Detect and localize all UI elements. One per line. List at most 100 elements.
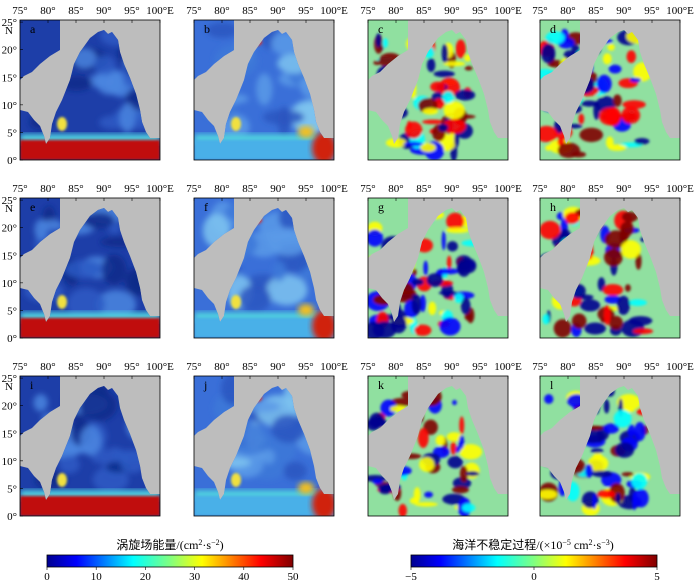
- colorbar-tick-label: −5: [405, 571, 417, 582]
- colorbar-eddy-energy-title: 涡旋场能量/(cm2·s−2): [116, 538, 223, 553]
- longitude-tick-label: 75°: [12, 183, 27, 195]
- latitude-tick-label: 5°: [7, 483, 17, 495]
- longitude-tick-label: 85°: [242, 361, 257, 373]
- latitude-tick-label: 5°: [7, 305, 17, 317]
- panel-letter: b: [204, 22, 210, 36]
- latitude-tick-label: 25°: [2, 17, 17, 29]
- latitude-tick-label: 20°: [2, 223, 17, 235]
- map-panel-i: i75° 80° 85° 90° 95° 100°E 0° 5° 10° 15° 20° 25°N: [2, 361, 174, 523]
- colorbar-instability: 海洋不稳定过程/(×10−5 cm2·s−3) −5 0 5: [405, 537, 660, 582]
- colorbar-tick-label: 50: [288, 571, 300, 582]
- panel-letter: a: [30, 22, 36, 36]
- longitude-tick-label: 95°: [298, 5, 313, 17]
- map-panel-h: h75° 80° 85° 90° 95° 100°E: [532, 183, 694, 339]
- panel-letter: i: [30, 378, 34, 392]
- longitude-tick-label: 75°: [532, 183, 547, 195]
- longitude-tick-label: 75°: [360, 183, 375, 195]
- longitude-tick-label: 95°: [124, 183, 139, 195]
- latitude-tick-label: 10°: [2, 100, 17, 112]
- map-panel-b: b75° 80° 85° 90° 95° 100°E: [186, 5, 348, 161]
- longitude-tick-label: 75°: [186, 361, 201, 373]
- longitude-tick-label: 95°: [644, 361, 659, 373]
- latitude-unit: N: [5, 203, 13, 215]
- latitude-tick-label: 15°: [2, 428, 17, 440]
- longitude-tick-label: 90°: [444, 5, 459, 17]
- panel-letter: h: [550, 200, 556, 214]
- longitude-tick-label: 90°: [270, 183, 285, 195]
- longitude-tick-label: 95°: [644, 183, 659, 195]
- longitude-tick-label: 80°: [214, 5, 229, 17]
- colorbar-tick-label: 10: [91, 571, 103, 582]
- longitude-tick-label: 80°: [388, 183, 403, 195]
- panel-letter: l: [550, 378, 554, 392]
- map-panel-c: c75° 80° 85° 90° 95° 100°E: [360, 5, 522, 161]
- colorbar-tick-label: 30: [189, 571, 201, 582]
- latitude-tick-label: 0°: [7, 155, 17, 167]
- longitude-tick-label: 100°E: [320, 5, 348, 17]
- longitude-tick-label: 90°: [96, 5, 111, 17]
- latitude-tick-label: 15°: [2, 250, 17, 262]
- longitude-tick-label: 100°E: [146, 5, 174, 17]
- latitude-tick-label: 10°: [2, 456, 17, 468]
- longitude-tick-label: 85°: [242, 5, 257, 17]
- longitude-tick-label: 75°: [12, 5, 27, 17]
- map-panel-e: e75° 80° 85° 90° 95° 100°E 0° 5° 10° 15° 20° 25°N: [2, 183, 174, 345]
- longitude-tick-label: 80°: [560, 5, 575, 17]
- longitude-tick-label: 100°E: [494, 5, 522, 17]
- colorbar-tick-label: 0: [44, 571, 50, 582]
- longitude-tick-label: 75°: [360, 361, 375, 373]
- longitude-tick-label: 100°E: [666, 361, 694, 373]
- colorbar-instability-bar: [410, 554, 658, 568]
- longitude-tick-label: 95°: [124, 5, 139, 17]
- longitude-tick-label: 85°: [416, 5, 431, 17]
- latitude-unit: N: [5, 381, 13, 393]
- longitude-tick-label: 85°: [68, 361, 83, 373]
- latitude-tick-label: 10°: [2, 278, 17, 290]
- longitude-tick-label: 90°: [616, 5, 631, 17]
- colorbar-eddy-energy-bar: [46, 554, 294, 568]
- longitude-tick-label: 90°: [616, 361, 631, 373]
- map-panel-l: l75° 80° 85° 90° 95° 100°E: [532, 361, 694, 517]
- colorbar-tick-label: 5: [654, 571, 660, 582]
- panel-letter: c: [378, 22, 383, 36]
- longitude-tick-label: 100°E: [320, 361, 348, 373]
- longitude-tick-label: 80°: [40, 183, 55, 195]
- longitude-tick-label: 80°: [560, 183, 575, 195]
- panel-letter: j: [203, 378, 207, 392]
- latitude-tick-label: 20°: [2, 401, 17, 413]
- longitude-tick-label: 90°: [616, 183, 631, 195]
- longitude-tick-label: 95°: [472, 361, 487, 373]
- map-panel-a: a75° 80° 85° 90° 95° 100°E 0° 5° 10° 15° 20° 25°N: [2, 5, 174, 167]
- longitude-tick-label: 95°: [644, 5, 659, 17]
- colorbar-eddy-energy: 涡旋场能量/(cm2·s−2) 0 10 20 30 40 50: [44, 538, 299, 582]
- map-panel-k: k75° 80° 85° 90° 95° 100°E: [360, 361, 522, 517]
- latitude-tick-label: 15°: [2, 72, 17, 84]
- longitude-tick-label: 75°: [532, 361, 547, 373]
- panel-letter: d: [550, 22, 556, 36]
- longitude-tick-label: 100°E: [146, 183, 174, 195]
- longitude-tick-label: 85°: [68, 5, 83, 17]
- map-panel-j: j75° 80° 85° 90° 95° 100°E: [186, 361, 348, 517]
- longitude-tick-label: 90°: [444, 361, 459, 373]
- latitude-tick-label: 20°: [2, 45, 17, 57]
- longitude-tick-label: 100°E: [666, 5, 694, 17]
- panel-letter: e: [30, 200, 35, 214]
- longitude-tick-label: 80°: [560, 361, 575, 373]
- longitude-tick-label: 80°: [40, 5, 55, 17]
- longitude-tick-label: 100°E: [494, 183, 522, 195]
- latitude-tick-label: 25°: [2, 195, 17, 207]
- map-panel-f: f75° 80° 85° 90° 95° 100°E: [186, 183, 348, 339]
- map-panel-g: g75° 80° 85° 90° 95° 100°E: [360, 183, 522, 339]
- longitude-tick-label: 90°: [444, 183, 459, 195]
- longitude-tick-label: 95°: [298, 361, 313, 373]
- longitude-tick-label: 85°: [588, 183, 603, 195]
- latitude-tick-label: 0°: [7, 511, 17, 523]
- longitude-tick-label: 100°E: [666, 183, 694, 195]
- longitude-tick-label: 85°: [242, 183, 257, 195]
- longitude-tick-label: 100°E: [494, 361, 522, 373]
- panel-letter: k: [378, 378, 384, 392]
- longitude-tick-label: 95°: [472, 5, 487, 17]
- latitude-unit: N: [5, 25, 13, 37]
- longitude-tick-label: 80°: [214, 183, 229, 195]
